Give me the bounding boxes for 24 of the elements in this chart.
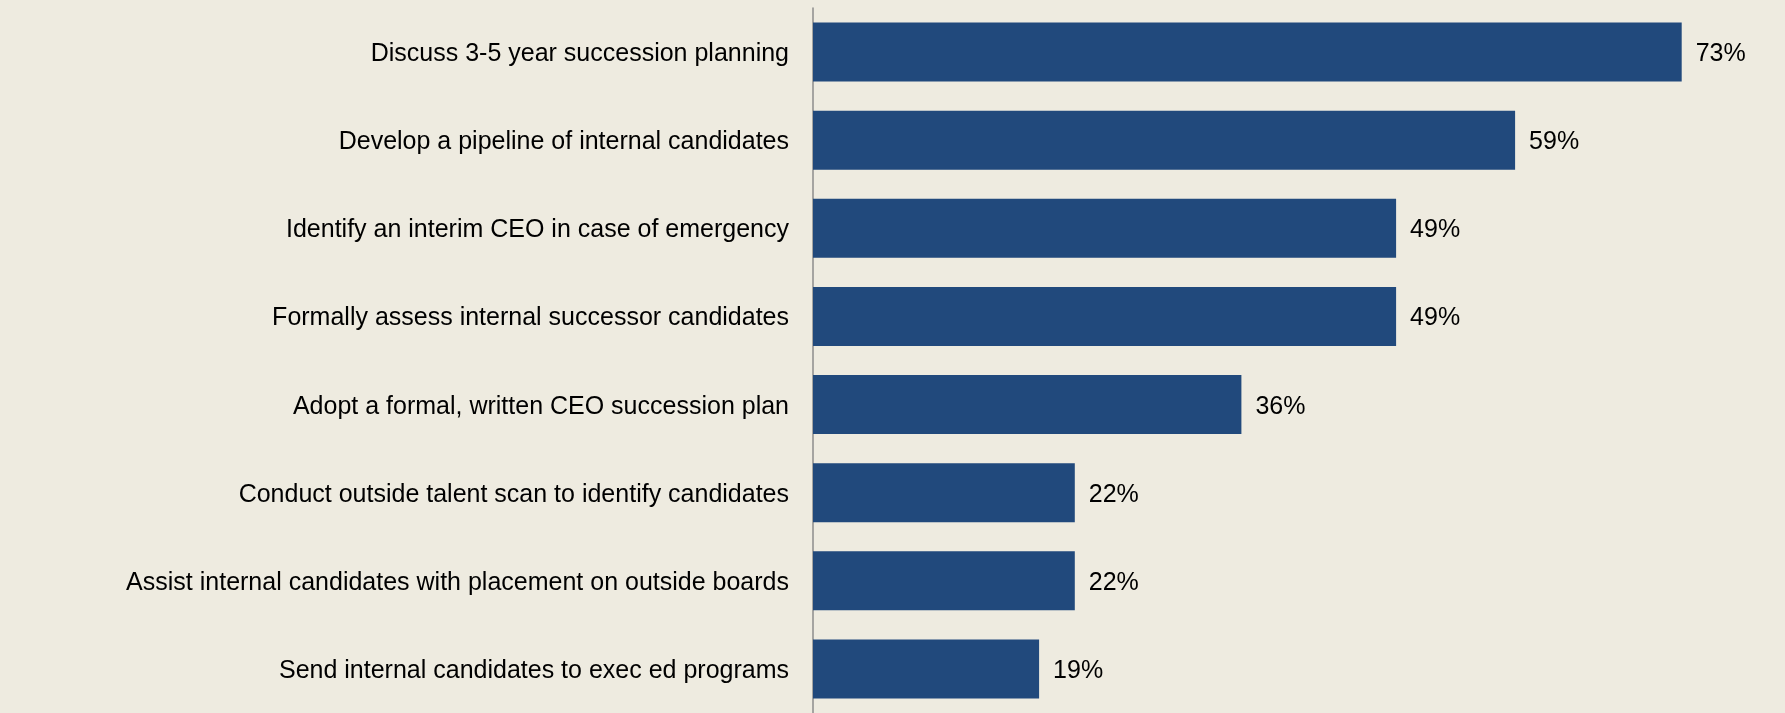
y-tick-label: Identify an interim CEO in case of emergency (285, 214, 790, 243)
data-label: 49% (1410, 302, 1461, 331)
data-label: 19% (1053, 654, 1104, 683)
bar (813, 463, 1075, 523)
data-label: 49% (1410, 214, 1461, 243)
bar (813, 286, 1397, 346)
data-label: 36% (1255, 390, 1306, 419)
data-label: 22% (1088, 478, 1139, 507)
bar (813, 198, 1397, 258)
data-label: 59% (1529, 126, 1580, 155)
bar (813, 551, 1075, 611)
y-tick-label: Assist internal candidates with placement on outside boards (126, 566, 789, 595)
y-tick-label: Adopt a formal, written CEO succession plan (292, 390, 789, 419)
bar (813, 22, 1682, 82)
y-tick-label: Develop a pipeline of internal candidates (338, 126, 789, 155)
y-tick-label: Conduct outside talent scan to identify candidates (238, 478, 789, 507)
y-tick-label: Send internal candidates to exec ed programs (278, 654, 789, 683)
bar (813, 375, 1242, 435)
bar (813, 110, 1516, 170)
data-label: 22% (1088, 566, 1139, 595)
data-label: 73% (1695, 38, 1746, 67)
bar (813, 639, 1040, 699)
y-tick-label: Formally assess internal successor candidates (272, 302, 789, 331)
y-tick-label: Discuss 3-5 year succession planning (370, 38, 789, 67)
